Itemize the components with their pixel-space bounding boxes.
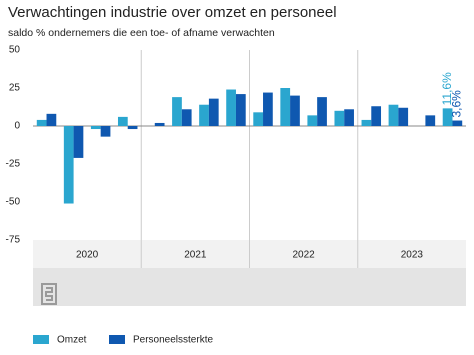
bar (307, 115, 318, 126)
bar (73, 126, 84, 158)
bar (253, 112, 264, 126)
legend-label: Omzet (57, 335, 87, 346)
chart-subtitle: saldo % ondernemers die een toe- of afna… (8, 27, 275, 39)
bar (181, 109, 192, 126)
y-tick-label: -50 (6, 197, 21, 208)
data-label: 3,6% (450, 90, 464, 118)
bar (452, 120, 463, 126)
bar (317, 97, 327, 126)
y-tick-label: 0 (14, 121, 20, 132)
footer-band (33, 268, 466, 306)
bar (344, 109, 354, 126)
x-group-label: 2021 (184, 250, 207, 261)
bar (100, 126, 111, 137)
bar (154, 122, 165, 126)
y-tick-label: -25 (6, 159, 21, 170)
bar (235, 94, 246, 126)
bar (172, 97, 182, 126)
data-label: 11,6% (440, 72, 454, 105)
x-group-label: 2020 (76, 250, 99, 261)
bar (371, 106, 382, 126)
y-tick-label: -75 (6, 235, 21, 246)
bar (90, 126, 101, 130)
bar (388, 104, 399, 126)
bar (36, 119, 47, 126)
bar (46, 113, 57, 126)
bar (226, 89, 236, 126)
y-tick-label: 50 (9, 45, 21, 56)
bar (63, 126, 74, 204)
legend-swatch (33, 335, 49, 344)
legend-label: Personeelssterkte (133, 335, 213, 346)
bar (263, 92, 273, 126)
bar (361, 119, 372, 126)
legend-swatch (109, 335, 125, 344)
bar (208, 98, 219, 126)
x-group-label: 2023 (401, 250, 424, 261)
bar (127, 126, 138, 130)
bar (334, 110, 345, 126)
bar (280, 88, 291, 126)
bar (398, 107, 409, 126)
y-tick-label: 25 (9, 83, 21, 94)
bar (425, 115, 436, 126)
x-group-label: 2022 (293, 250, 316, 261)
bar (199, 104, 209, 126)
bar (290, 95, 300, 126)
bar (442, 108, 453, 126)
logo (41, 283, 57, 305)
chart-title: Verwachtingen industrie over omzet en pe… (8, 4, 337, 21)
bar (117, 116, 128, 126)
